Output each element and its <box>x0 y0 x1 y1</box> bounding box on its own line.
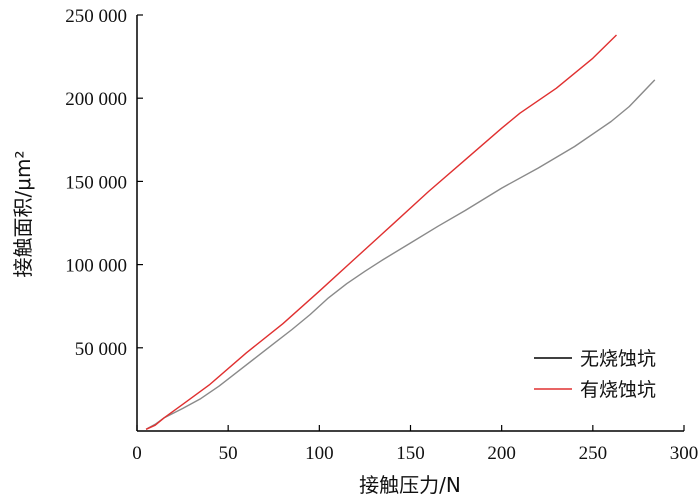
tick-marks <box>136 14 685 431</box>
x-tick-label: 0 <box>132 443 142 464</box>
series-lines <box>145 34 656 430</box>
x-tick-label: 250 <box>579 443 608 464</box>
legend-label-no-pit: 无烧蚀坑 <box>580 348 656 370</box>
x-tick-label: 100 <box>305 443 334 464</box>
x-tick-label: 300 <box>670 443 699 464</box>
y-tick-label: 100 000 <box>65 256 127 277</box>
x-tick-label: 150 <box>396 443 425 464</box>
y-tick-label: 150 000 <box>65 172 127 193</box>
series-line-no-pit <box>145 79 656 430</box>
x-axis-title: 接触压力/N <box>359 473 461 497</box>
y-tick-label: 50 000 <box>75 339 127 360</box>
y-tick-label: 200 000 <box>65 89 127 110</box>
series-line-pit <box>145 34 617 430</box>
y-axis-title: 接触面积/μm² <box>11 151 35 278</box>
x-tick-label: 50 <box>219 443 238 464</box>
x-tick-label: 200 <box>487 443 516 464</box>
tick-labels: 0 50 100 150 200 250 300 50 000 100 000 150 000 20… <box>65 6 698 464</box>
legend: 无烧蚀坑 有烧蚀坑 <box>534 348 656 401</box>
y-tick-label: 250 000 <box>65 6 127 27</box>
legend-label-pit: 有烧蚀坑 <box>580 379 656 401</box>
